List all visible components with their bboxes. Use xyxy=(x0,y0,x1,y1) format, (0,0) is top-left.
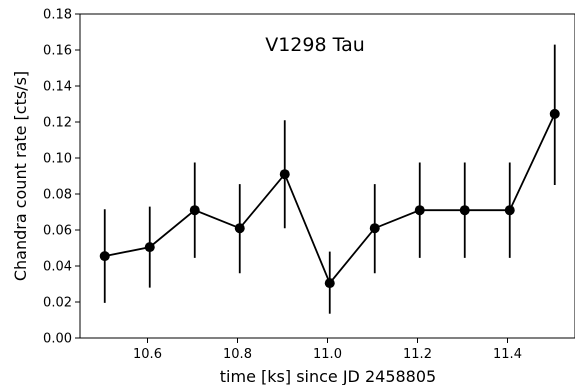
y-tick-label: 0.02 xyxy=(43,296,72,311)
data-point xyxy=(504,205,515,216)
data-point xyxy=(369,223,380,234)
x-axis-ticks: 10.6 10.8 11.0 11.2 11.4 xyxy=(133,338,522,362)
chart-title: V1298 Tau xyxy=(265,34,365,56)
x-tick-label: 11.2 xyxy=(403,347,432,362)
data-point xyxy=(189,205,200,216)
y-tick-label: 0.00 xyxy=(43,332,72,347)
x-axis-label: time [ks] since JD 2458805 xyxy=(220,367,436,385)
x-tick-label: 10.8 xyxy=(223,347,252,362)
data-point xyxy=(279,169,290,180)
error-bars xyxy=(103,44,556,314)
y-tick-label: 0.14 xyxy=(43,80,72,95)
data-point xyxy=(549,108,560,119)
y-tick-label: 0.12 xyxy=(43,116,72,131)
y-tick-label: 0.08 xyxy=(43,188,72,203)
y-axis-label: Chandra count rate [cts/s] xyxy=(11,71,30,281)
x-tick-label: 11.4 xyxy=(493,347,522,362)
y-tick-label: 0.06 xyxy=(43,224,72,239)
data-point xyxy=(99,251,110,262)
y-tick-label: 0.16 xyxy=(43,44,72,59)
y-tick-label: 0.04 xyxy=(43,260,72,275)
y-tick-label: 0.10 xyxy=(43,152,72,167)
data-point xyxy=(324,278,335,289)
data-point xyxy=(414,205,425,216)
y-axis-ticks: 0.00 0.02 0.04 0.06 0.08 0.10 0.12 0.14 0.16 0.18 xyxy=(43,8,80,347)
x-tick-label: 11.0 xyxy=(313,347,342,362)
plot-area xyxy=(79,13,575,339)
x-tick-label: 10.6 xyxy=(133,347,162,362)
data-points xyxy=(99,108,560,289)
y-tick-label: 0.18 xyxy=(43,8,72,23)
data-point xyxy=(459,205,470,216)
data-point xyxy=(234,223,245,234)
data-point xyxy=(144,242,155,253)
